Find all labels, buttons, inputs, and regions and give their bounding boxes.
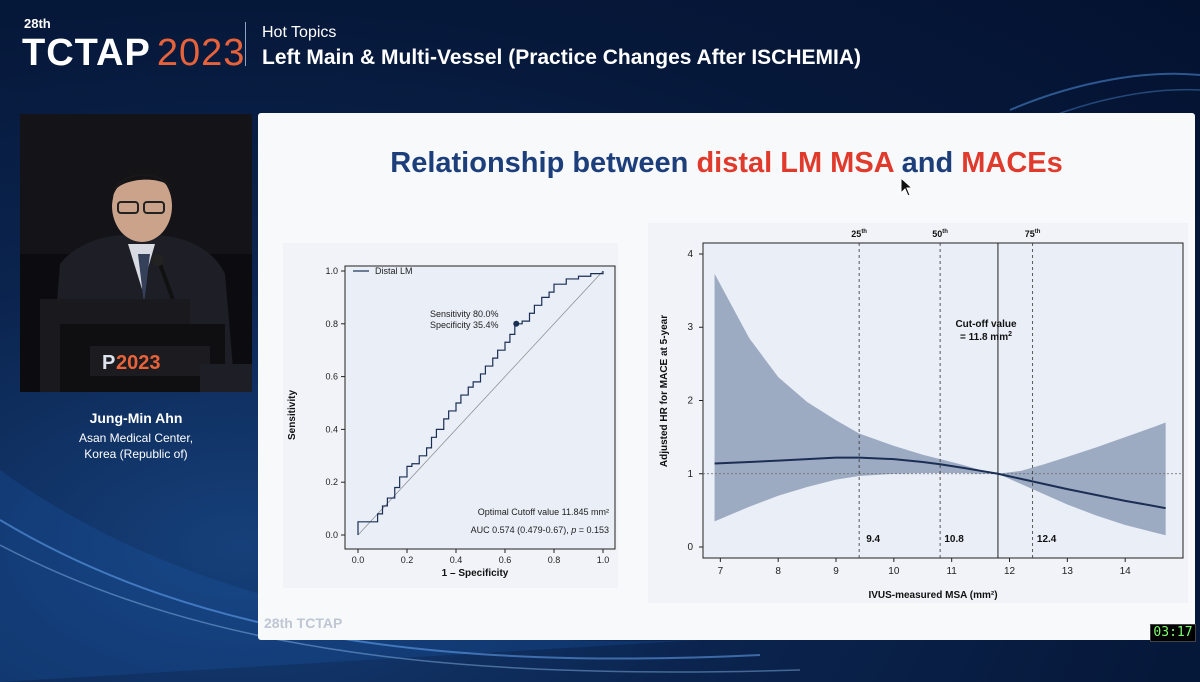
percentile-number: 50 [932, 229, 942, 239]
topic-label: Hot Topics [262, 24, 337, 41]
conference-header: 28th TCTAP 2023 Hot Topics Left Main & Mu… [0, 0, 1200, 90]
roc-y-axis-label: Sensitivity [287, 390, 298, 440]
percentile-number: 75 [1025, 229, 1035, 239]
affiliation-line-2: Korea (Republic of) [84, 447, 188, 461]
title-part-3: and [893, 147, 962, 179]
podium-year: 2023 [116, 352, 161, 374]
roc-x-tick-label: 0.2 [401, 555, 414, 565]
brand-name: TCTAP [22, 32, 151, 74]
roc-y-tick-label: 0.8 [325, 319, 338, 329]
presentation-slide: Relationship between distal LM MSA and M… [258, 113, 1195, 640]
roc-optimal-point [513, 320, 520, 327]
speaker-video: P 2023 [20, 114, 252, 392]
roc-curve-line [357, 271, 604, 535]
hr-y-axis-label: Adjusted HR for MACE at 5-year [659, 315, 670, 467]
roc-plot-area [344, 265, 616, 550]
hr-y-tick-label: 0 [687, 542, 693, 553]
speaker-image: P 2023 [20, 114, 252, 392]
header-divider [245, 22, 246, 66]
hr-x-tick-label: 10 [888, 566, 900, 577]
hr-cutoff-line-2: = 11.8 mm2 [960, 331, 1012, 343]
hr-y-tick-label: 1 [687, 469, 693, 480]
roc-x-axis-label: 1 – Specificity [442, 568, 509, 579]
title-part-2: distal LM MSA [696, 147, 894, 179]
roc-y-tick-label: 1.0 [325, 266, 338, 276]
topic-title: Left Main & Multi-Vessel (Practice Chang… [262, 46, 862, 69]
hr-y-tick-label: 2 [687, 396, 693, 407]
mouse-cursor-icon [900, 177, 914, 197]
affiliation-line-1: Asan Medical Center, [78, 431, 194, 445]
percentile-suffix: th [942, 229, 948, 235]
title-part-1: Relationship between [390, 147, 697, 179]
roc-annotation-specificity: Specificity 35.4% [430, 320, 499, 330]
hr-percentile-label: 25th [851, 229, 867, 239]
hr-curve-line [714, 456, 1166, 510]
roc-x-tick-label: 0.0 [352, 555, 365, 565]
hr-x-tick-label: 11 [946, 566, 957, 577]
hr-x-tick-label: 13 [1062, 566, 1074, 577]
hr-x-axis-label: IVUS-measured MSA (mm²) [868, 590, 997, 601]
percentile-number: 25 [851, 229, 861, 239]
percentile-suffix: th [1035, 229, 1041, 235]
roc-x-tick-label: 0.4 [450, 555, 463, 565]
hr-y-tick-label: 4 [687, 249, 693, 260]
roc-auc-p: p [570, 525, 576, 535]
roc-y-tick-label: 0.0 [325, 530, 338, 540]
hr-cutoff-unit-sup: 2 [1008, 331, 1012, 338]
roc-y-tick-label: 0.6 [325, 372, 338, 382]
roc-auc-text: AUC 0.574 (0.479-0.67), p = 0.153 [471, 525, 609, 535]
roc-auc-part-1: AUC 0.574 (0.479-0.67), [471, 525, 572, 535]
roc-x-tick-label: 0.6 [499, 555, 512, 565]
speaker-affiliation: Asan Medical Center, Korea (Republic of) [20, 430, 252, 462]
roc-x-tick-label: 0.8 [548, 555, 561, 565]
roc-annotation-sensitivity: Sensitivity 80.0% [430, 309, 499, 319]
podium-partial: P [102, 352, 115, 374]
hr-x-tick-label: 9 [833, 566, 839, 577]
speaker-name: Jung-Min Ahn [89, 410, 183, 426]
hr-y-tick-label: 3 [687, 322, 693, 333]
roc-legend-label: Distal LM [375, 266, 413, 276]
roc-curve-chart: 0.0 0.2 0.4 0.6 0.8 1.0 0.0 0.2 0.4 0.6 0.8 1.0 Sen… [283, 243, 618, 588]
percentile-suffix: th [861, 229, 867, 235]
session-timer: 03:17 [1150, 624, 1196, 642]
title-part-4: MACEs [961, 147, 1063, 179]
hr-confidence-band [714, 273, 1166, 536]
brand-year: 2023 [156, 32, 246, 74]
edition-label: 28th [24, 16, 51, 31]
slide-footer-logo: 28th TCTAP [264, 615, 343, 631]
hr-x-tick-label: 12 [1004, 566, 1016, 577]
slide-title: Relationship between distal LM MSA and M… [258, 147, 1195, 180]
hr-cutoff-line-1: Cut-off value [955, 319, 1017, 330]
hr-percentile-value: 9.4 [866, 534, 880, 545]
hr-percentile-value: 12.4 [1037, 534, 1057, 545]
hr-percentile-label: 75th [1025, 229, 1041, 239]
hr-x-tick-label: 7 [718, 566, 724, 577]
hr-x-tick-label: 14 [1120, 566, 1132, 577]
hr-x-tick-label: 8 [775, 566, 781, 577]
hr-percentile-value: 10.8 [944, 534, 964, 545]
hr-percentile-label: 50th [932, 229, 948, 239]
roc-auc-part-2: = 0.153 [576, 525, 609, 535]
roc-cutoff-text: Optimal Cutoff value 11.845 mm² [478, 507, 609, 517]
roc-y-tick-label: 0.4 [325, 424, 338, 434]
hr-cutoff-value: = 11.8 mm [960, 332, 1008, 343]
roc-y-tick-label: 0.2 [325, 477, 338, 487]
roc-diagonal-line [357, 270, 604, 536]
roc-x-tick-label: 1.0 [597, 555, 610, 565]
